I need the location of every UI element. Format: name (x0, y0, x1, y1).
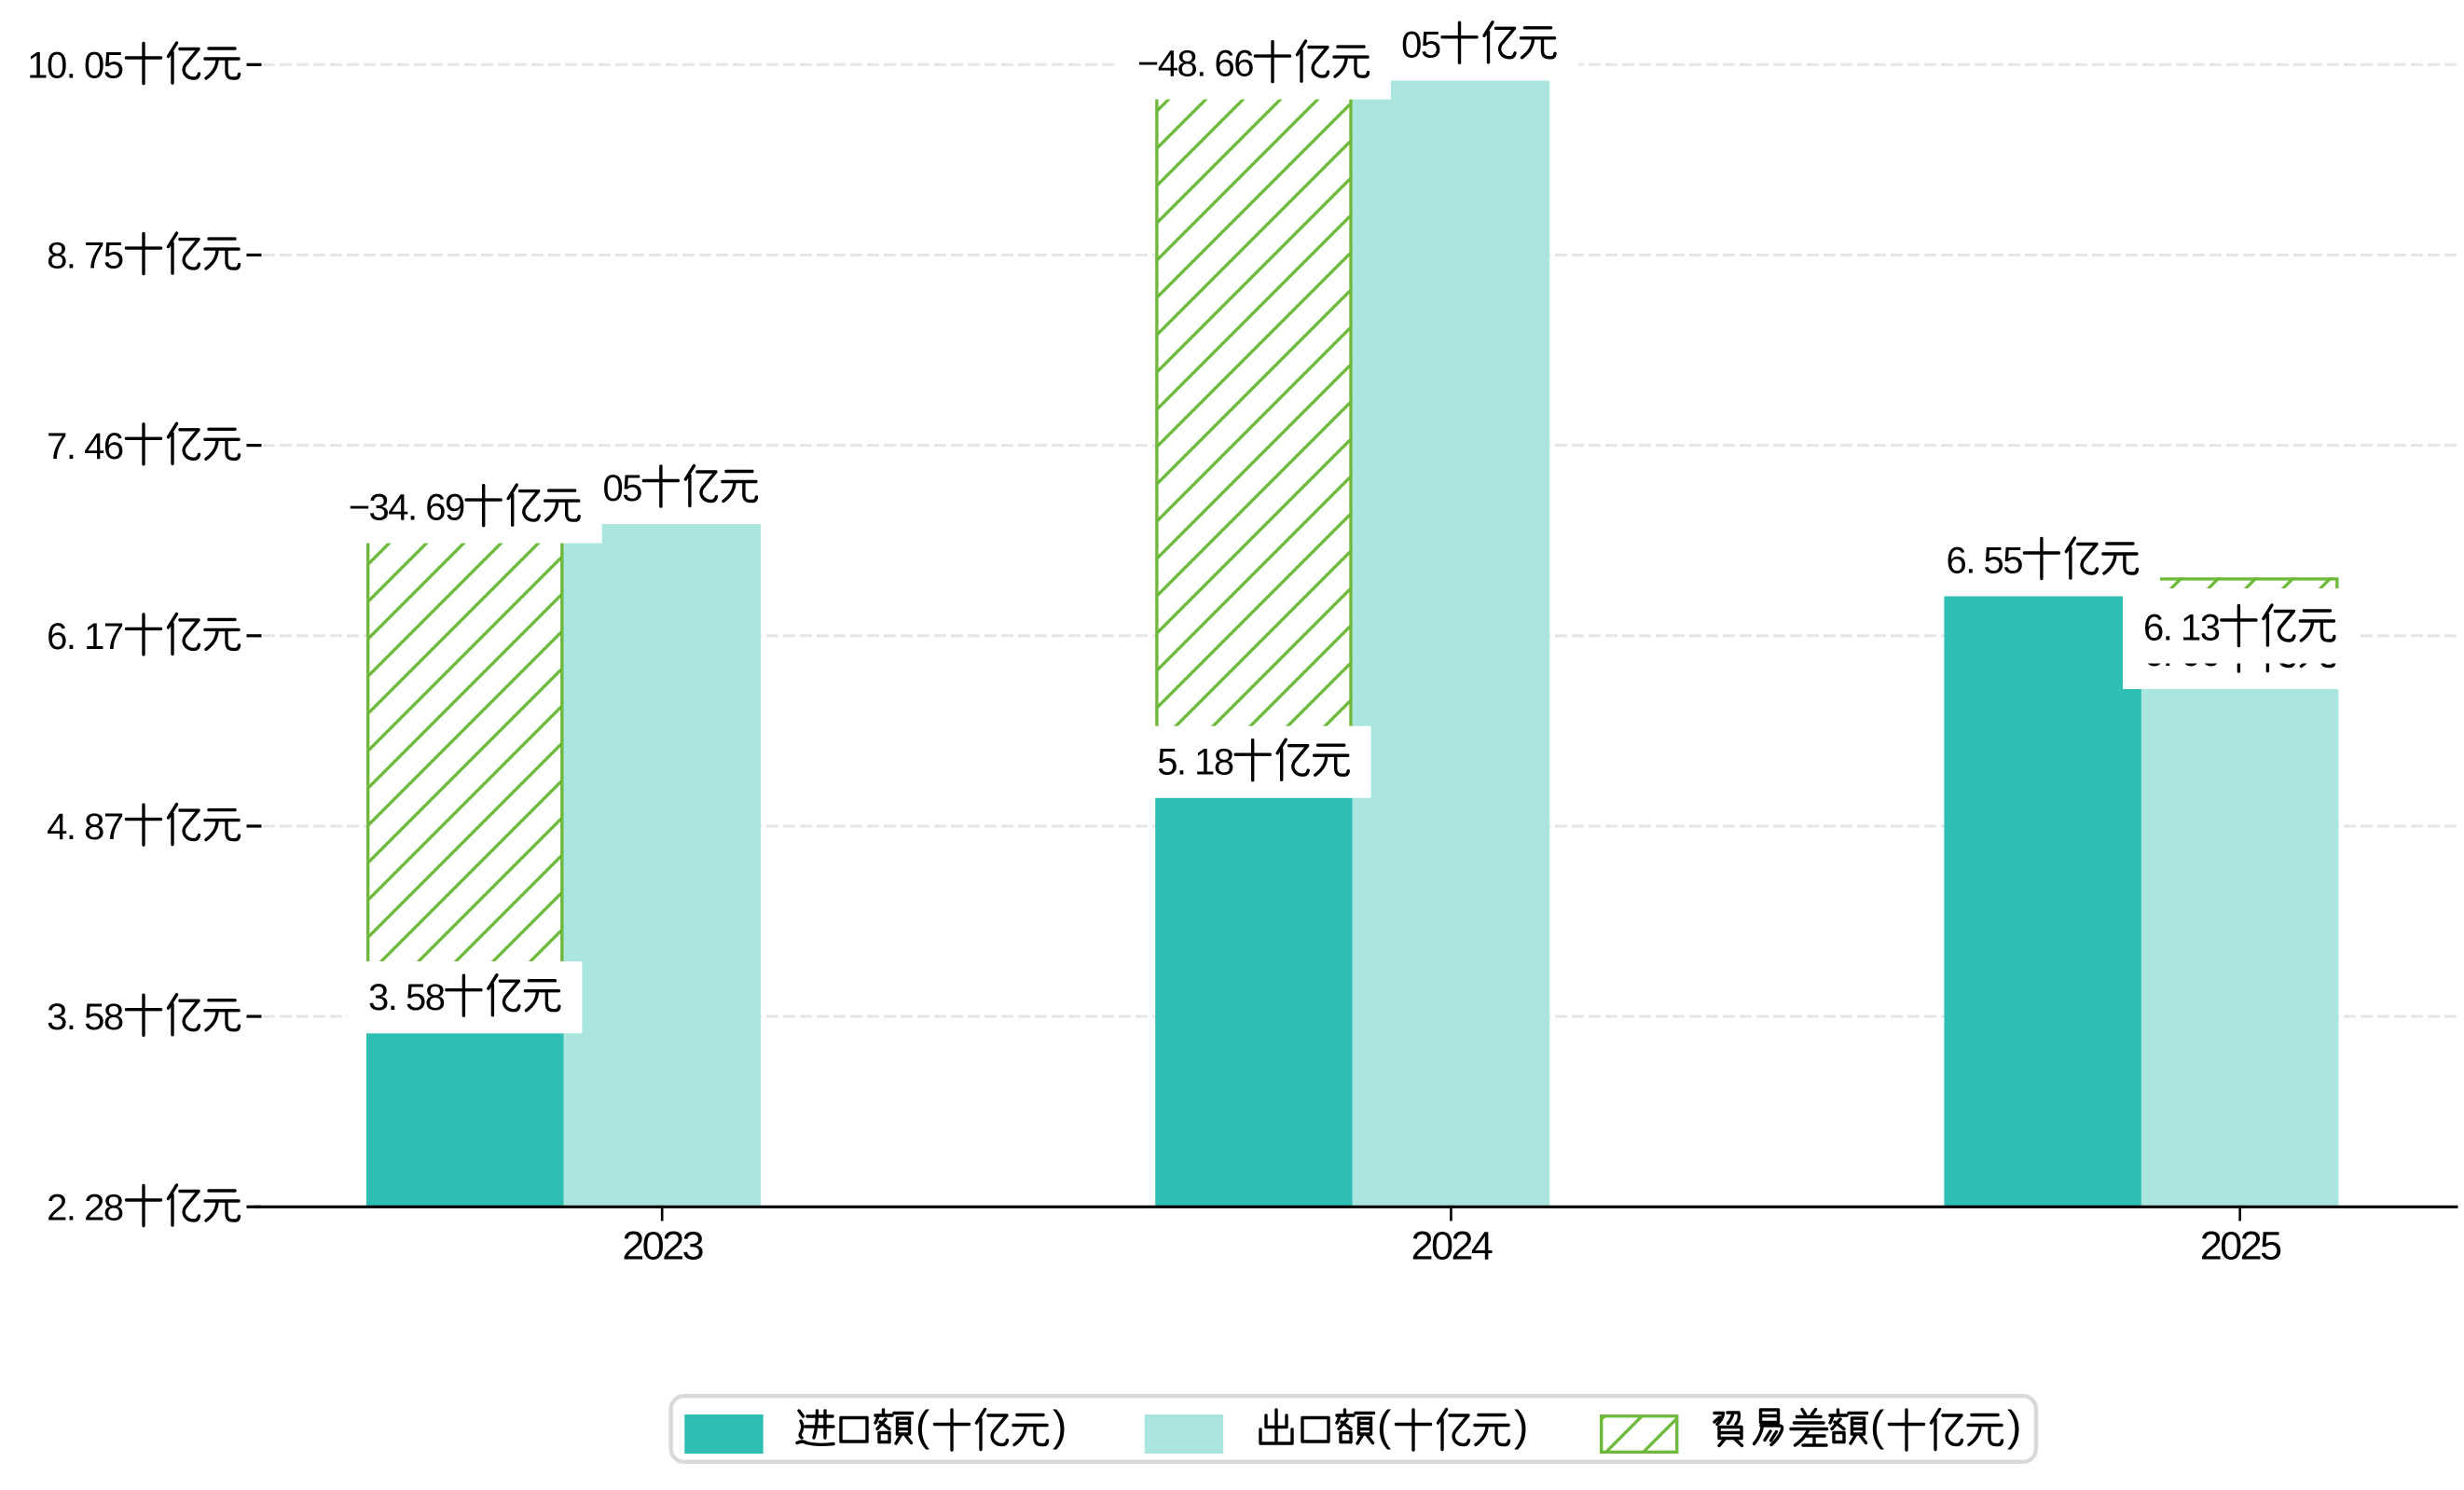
svg-text:−34. 69: −34. 69 (349, 488, 464, 529)
svg-text:2025: 2025 (2200, 1224, 2281, 1269)
svg-text:4. 87: 4. 87 (47, 807, 123, 848)
svg-text:): ) (1053, 1401, 1067, 1450)
svg-text:6. 55: 6. 55 (1947, 541, 2023, 582)
svg-text:6. 13: 6. 13 (2143, 608, 2220, 649)
svg-text:): ) (2007, 1401, 2021, 1450)
svg-text:2023: 2023 (622, 1224, 703, 1269)
svg-text:5. 18: 5. 18 (1157, 742, 1233, 783)
svg-text:2024: 2024 (1411, 1224, 1493, 1269)
svg-text:−48. 66: −48. 66 (1137, 44, 1253, 85)
svg-text:2. 28: 2. 28 (47, 1188, 123, 1229)
svg-text:6. 17: 6. 17 (47, 616, 123, 657)
svg-text:3. 58: 3. 58 (368, 977, 445, 1018)
svg-text:(: ( (915, 1401, 930, 1450)
svg-text:7. 46: 7. 46 (47, 426, 123, 467)
svg-text:3. 58: 3. 58 (47, 997, 123, 1038)
svg-text:8. 75: 8. 75 (47, 236, 123, 277)
svg-text:(: ( (1870, 1401, 1885, 1450)
svg-text:(: ( (1377, 1401, 1392, 1450)
svg-text:10. 05: 10. 05 (27, 46, 122, 87)
svg-text:): ) (1514, 1401, 1528, 1450)
